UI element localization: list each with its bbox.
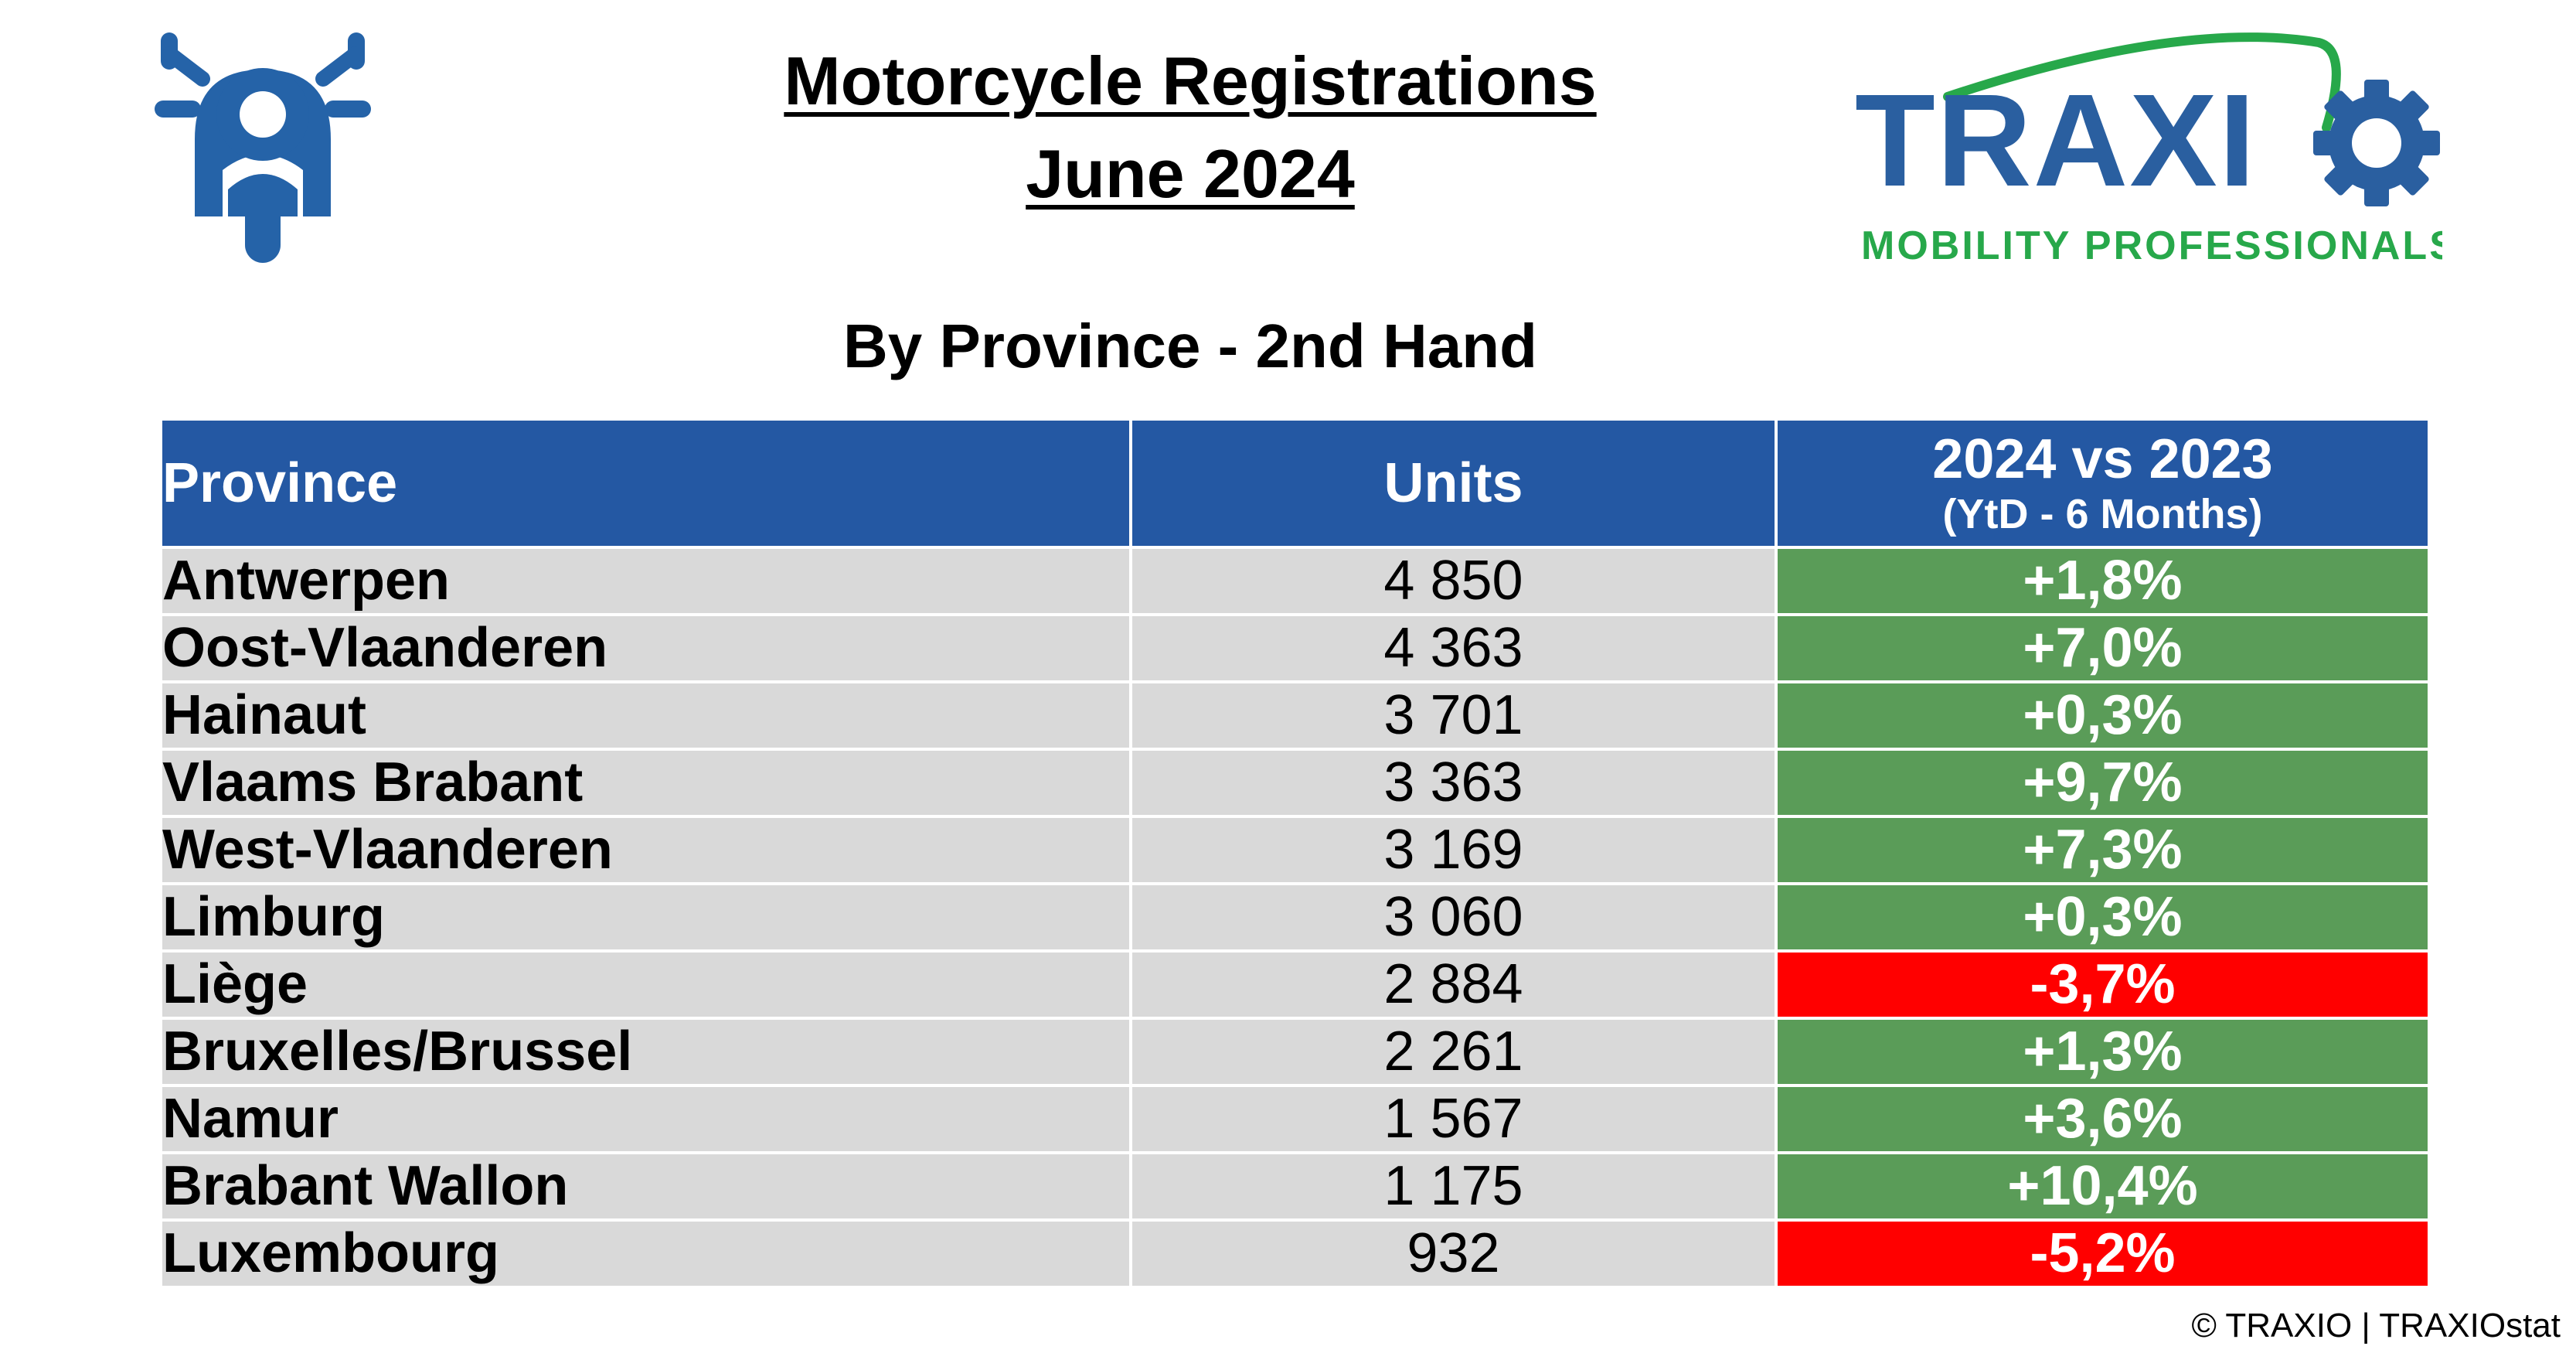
units-cell: 3 169 <box>1129 815 1778 885</box>
province-cell: Brabant Wallon <box>159 1151 1132 1222</box>
table-row: Vlaams Brabant 3 363 +9,7% <box>159 748 2431 818</box>
title-line-1: Motorcycle Registrations <box>784 43 1597 119</box>
change-cell: +3,6% <box>1775 1084 2431 1154</box>
change-cell: +7,3% <box>1775 815 2431 885</box>
province-cell: Bruxelles/Brussel <box>159 1017 1132 1087</box>
change-cell: +0,3% <box>1775 680 2431 751</box>
province-cell: West-Vlaanderen <box>159 815 1132 885</box>
table-row: Brabant Wallon 1 175 +10,4% <box>159 1151 2431 1222</box>
table-row: Oost-Vlaanderen 4 363 +7,0% <box>159 613 2431 683</box>
table-row: Antwerpen 4 850 +1,8% <box>159 546 2431 616</box>
page-title: Motorcycle Registrations June 2024 <box>580 35 1801 220</box>
table-row: West-Vlaanderen 3 169 +7,3% <box>159 815 2431 885</box>
subtitle: By Province - 2nd Hand <box>843 312 1537 380</box>
title-line-2: June 2024 <box>1026 135 1355 212</box>
table-header-row: Province Units 2024 vs 2023 (YtD - 6 Mon… <box>159 417 2431 549</box>
table-body: Antwerpen 4 850 +1,8% Oost-Vlaanderen 4 … <box>159 546 2431 1289</box>
traxio-logo: TRAXI MOBILITY PROFESSIONALS <box>1855 32 2442 268</box>
units-cell: 1 175 <box>1129 1151 1778 1222</box>
svg-text:TRAXI: TRAXI <box>1855 67 2257 214</box>
province-cell: Limburg <box>159 882 1132 953</box>
province-cell: Luxembourg <box>159 1218 1132 1289</box>
units-cell: 4 850 <box>1129 546 1778 616</box>
column-header-change-main: 2024 vs 2023 <box>1932 428 2273 490</box>
table-row: Namur 1 567 +3,6% <box>159 1084 2431 1154</box>
change-cell: +0,3% <box>1775 882 2431 953</box>
province-cell: Hainaut <box>159 680 1132 751</box>
table-row: Liège 2 884 -3,7% <box>159 949 2431 1020</box>
change-cell: -5,2% <box>1775 1218 2431 1289</box>
units-cell: 1 567 <box>1129 1084 1778 1154</box>
change-cell: +1,3% <box>1775 1017 2431 1087</box>
column-header-province: Province <box>159 417 1132 549</box>
province-cell: Liège <box>159 949 1132 1020</box>
change-cell: -3,7% <box>1775 949 2431 1020</box>
units-cell: 932 <box>1129 1218 1778 1289</box>
change-cell: +1,8% <box>1775 546 2431 616</box>
column-header-units: Units <box>1129 417 1778 549</box>
units-cell: 4 363 <box>1129 613 1778 683</box>
province-table: Province Units 2024 vs 2023 (YtD - 6 Mon… <box>159 417 2431 1289</box>
table-row: Hainaut 3 701 +0,3% <box>159 680 2431 751</box>
units-cell: 3 060 <box>1129 882 1778 953</box>
province-cell: Vlaams Brabant <box>159 748 1132 818</box>
units-cell: 3 363 <box>1129 748 1778 818</box>
units-cell: 2 884 <box>1129 949 1778 1020</box>
motorcycle-icon <box>155 32 371 263</box>
units-cell: 3 701 <box>1129 680 1778 751</box>
units-cell: 2 261 <box>1129 1017 1778 1087</box>
province-cell: Oost-Vlaanderen <box>159 613 1132 683</box>
change-cell: +9,7% <box>1775 748 2431 818</box>
table-row: Bruxelles/Brussel 2 261 +1,3% <box>159 1017 2431 1087</box>
column-header-change: 2024 vs 2023 (YtD - 6 Months) <box>1775 417 2431 549</box>
change-cell: +10,4% <box>1775 1151 2431 1222</box>
province-cell: Antwerpen <box>159 546 1132 616</box>
province-cell: Namur <box>159 1084 1132 1154</box>
copyright-notice: © TRAXIO | TRAXIOstat <box>2191 1307 2561 1344</box>
column-header-change-sub: (YtD - 6 Months) <box>1942 491 2263 537</box>
change-cell: +7,0% <box>1775 613 2431 683</box>
table-row: Limburg 3 060 +0,3% <box>159 882 2431 953</box>
table-row: Luxembourg 932 -5,2% <box>159 1218 2431 1289</box>
svg-text:MOBILITY PROFESSIONALS: MOBILITY PROFESSIONALS <box>1861 223 2442 268</box>
